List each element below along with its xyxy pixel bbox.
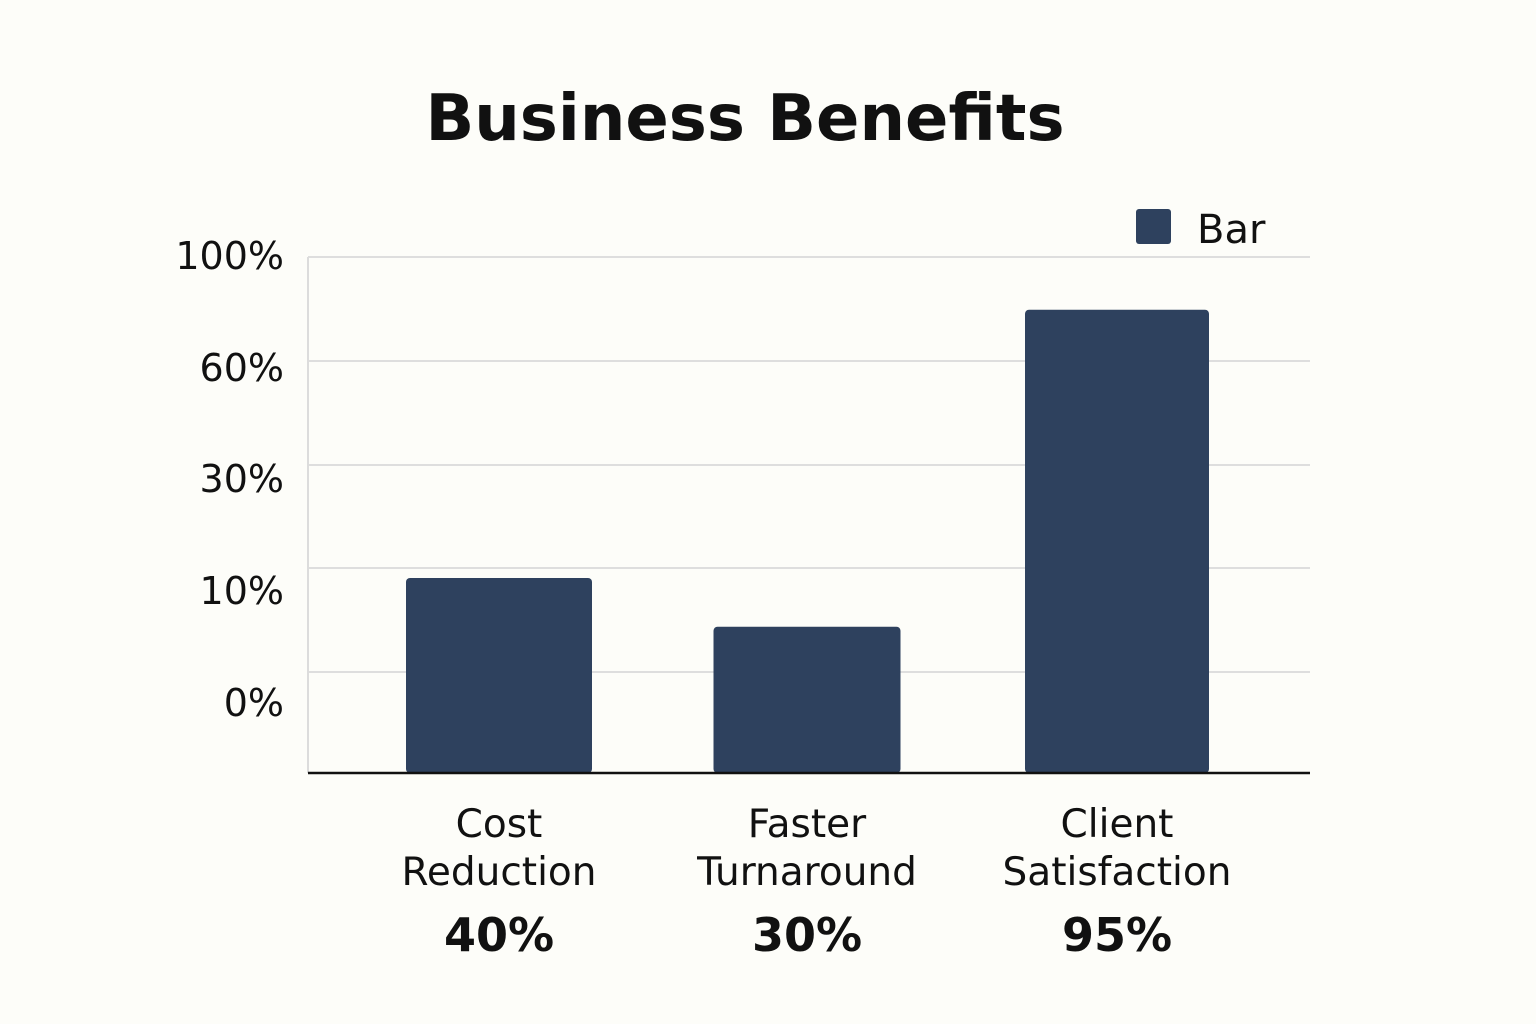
bars xyxy=(406,309,1209,773)
bar xyxy=(1025,309,1209,773)
y-tick-label: 100% xyxy=(175,234,284,278)
chart-title: Business Benefits xyxy=(425,82,1064,156)
value-label: 95% xyxy=(1062,908,1172,962)
y-axis-tick-labels: 100% 60% 30% 10% 0% xyxy=(175,234,284,725)
x-axis-category-labels: Cost Reduction Faster Turnaround Client Satis… xyxy=(402,802,1232,895)
y-tick-label: 30% xyxy=(200,457,284,501)
legend: Bar xyxy=(1136,207,1266,253)
x-category-label: Cost Reduction xyxy=(402,802,597,895)
value-label: 30% xyxy=(752,908,862,962)
x-category-label: Faster Turnaround xyxy=(696,802,917,895)
y-tick-label: 60% xyxy=(200,346,284,390)
y-tick-label: 10% xyxy=(200,569,284,613)
legend-label: Bar xyxy=(1197,207,1266,253)
y-tick-label: 0% xyxy=(224,681,284,725)
bar xyxy=(713,626,901,773)
value-labels: 40% 30% 95% xyxy=(444,908,1172,962)
bar xyxy=(406,577,592,773)
x-category-label: Client Satisfaction xyxy=(1003,802,1232,895)
legend-swatch xyxy=(1136,209,1171,244)
value-label: 40% xyxy=(444,908,554,962)
